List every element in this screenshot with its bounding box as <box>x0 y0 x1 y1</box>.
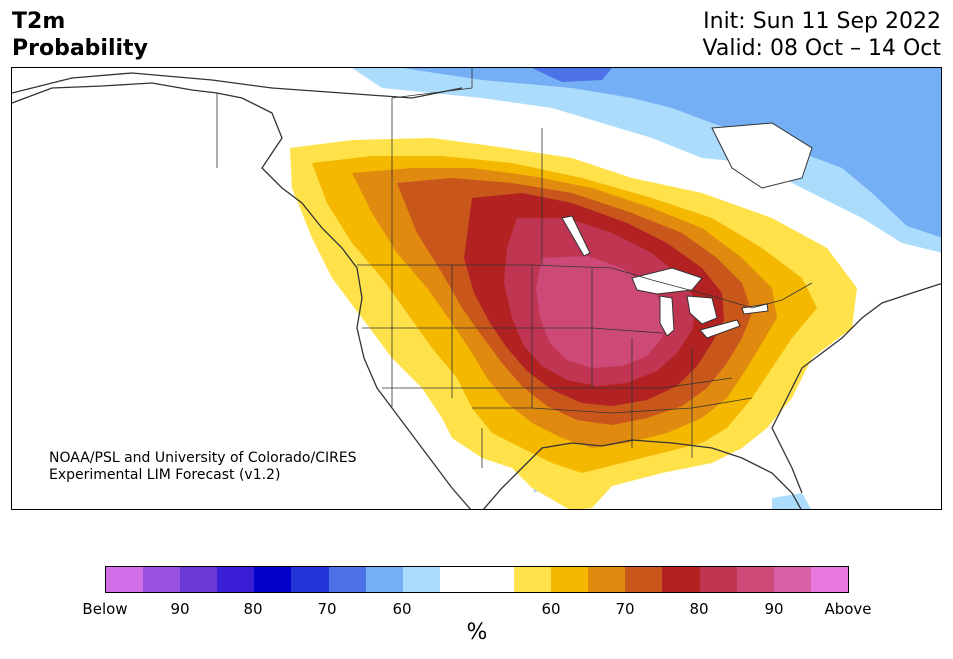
colorbar-segment <box>699 567 737 592</box>
lake-superior <box>631 267 703 295</box>
below-shade-medium <box>402 68 941 238</box>
colorbar-segment <box>514 567 552 592</box>
colorbar-segment <box>254 567 292 592</box>
colorbar-tick-label: 60 <box>541 600 561 618</box>
variable-label: T2m <box>12 9 66 34</box>
colorbar-segment <box>588 567 626 592</box>
west-coast <box>12 82 472 509</box>
lake-winnipeg <box>561 215 591 257</box>
colorbar-segment <box>773 567 811 592</box>
probability-map <box>12 68 941 509</box>
colorbar-segment <box>551 567 589 592</box>
colorbar-tick-label: 70 <box>317 600 337 618</box>
colorbar-tick-label: 80 <box>243 600 263 618</box>
colorbar-segment <box>625 567 663 592</box>
colorbar-segment <box>217 567 255 592</box>
map-title: T2m Probability <box>12 8 148 62</box>
colorbar-unit: % <box>466 620 488 645</box>
colorbar-tick-label: Above <box>824 600 872 618</box>
metric-label: Probability <box>12 36 148 61</box>
political-boundaries <box>216 68 813 468</box>
map-panel <box>11 67 942 510</box>
colorbar-segment <box>365 567 403 592</box>
forecast-dates: Init: Sun 11 Sep 2022 Valid: 08 Oct – 14… <box>703 8 941 62</box>
boundary-5 <box>362 327 663 334</box>
boundary-6 <box>382 377 733 389</box>
colorbar-segment <box>328 567 366 592</box>
east-coast <box>771 282 941 494</box>
colorbar-segment <box>736 567 774 592</box>
below-shade-florida <box>772 493 811 509</box>
colorbar-segment <box>106 567 144 592</box>
colorbar-segment <box>810 567 848 592</box>
attribution: NOAA/PSL and University of Colorado/CIRE… <box>49 450 357 484</box>
lake-huron <box>686 295 718 325</box>
lake-ontario <box>741 303 769 315</box>
colorbar-tick-label: 80 <box>689 600 709 618</box>
canada-prov-4 <box>391 68 473 99</box>
colorbar-tick-label: 60 <box>392 600 412 618</box>
colorbar-segment <box>662 567 700 592</box>
colorbar-segment <box>143 567 181 592</box>
colorbar-tick-label: 70 <box>615 600 635 618</box>
attribution-line-2: Experimental LIM Forecast (v1.2) <box>49 467 281 483</box>
below-shade-dark <box>532 68 612 82</box>
attribution-line-1: NOAA/PSL and University of Colorado/CIRE… <box>49 450 357 466</box>
colorbar-segment <box>439 567 477 592</box>
colorbar-segment <box>291 567 329 592</box>
hudson-bay <box>711 122 813 189</box>
colorbar-segment <box>180 567 218 592</box>
colorbar-segment <box>476 567 515 592</box>
colorbar <box>105 566 849 593</box>
valid-date: Valid: 08 Oct – 14 Oct <box>702 36 941 61</box>
init-date: Init: Sun 11 Sep 2022 <box>703 9 941 34</box>
water-bodies <box>561 122 813 339</box>
colorbar-tick-label: 90 <box>764 600 784 618</box>
boundary-7 <box>472 397 753 414</box>
colorbar-tick-label: Below <box>82 600 128 618</box>
lake-erie <box>699 319 741 339</box>
colorbar-tick-label: 90 <box>170 600 190 618</box>
colorbar-segment <box>402 567 440 592</box>
lake-michigan <box>659 295 675 337</box>
above-normal-region <box>290 138 857 509</box>
canada-us-border <box>357 264 813 309</box>
